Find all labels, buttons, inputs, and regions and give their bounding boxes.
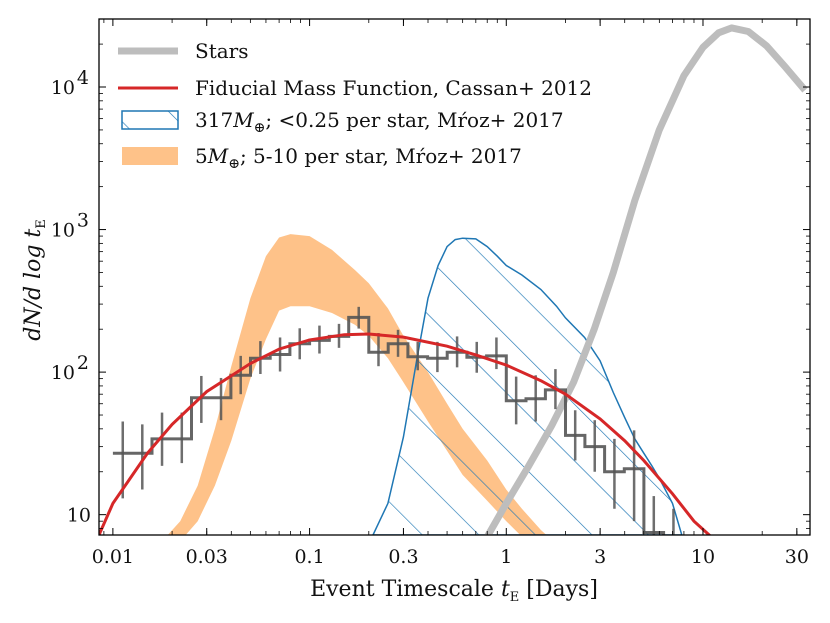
y-tick-label: 10 <box>51 362 75 384</box>
y-axis-title: dN/d log tE <box>21 219 49 341</box>
x-tick-label: 30 <box>785 546 809 568</box>
x-tick-label: 0.1 <box>294 546 324 568</box>
x-tick-label: 0.01 <box>92 546 134 568</box>
y-tick-label: 10 <box>67 505 91 527</box>
y-tick-exponent: 3 <box>77 210 89 232</box>
x-tick-label: 0.3 <box>388 546 418 568</box>
y-tick-label: 10 <box>51 220 75 242</box>
stars-line <box>484 24 808 535</box>
plot-frame <box>98 18 811 536</box>
band-5-earth-mass <box>167 234 547 535</box>
legend-label: Stars <box>195 39 249 63</box>
y-tick-exponent: 2 <box>77 352 89 374</box>
hatched-317-earth-mass <box>372 237 683 535</box>
x-tick-label: 3 <box>594 546 606 568</box>
x-tick-label: 1 <box>500 546 512 568</box>
fiducial-mass-function-line <box>99 332 712 535</box>
x-tick-label: 0.03 <box>186 546 228 568</box>
legend-label: 317M⊕; <0.25 per star, Mŕoz+ 2017 <box>195 108 564 136</box>
legend-swatch <box>122 147 178 165</box>
legend-label: Fiducial Mass Function, Cassan+ 2012 <box>195 76 592 100</box>
y-tick-label: 10 <box>51 77 75 99</box>
legend-label: 5M⊕; 5-10 per star, Mŕoz+ 2017 <box>195 144 522 172</box>
legend-swatch <box>121 110 179 130</box>
x-tick-label: 10 <box>691 546 715 568</box>
y-tick-exponent: 4 <box>77 67 89 89</box>
x-axis-title: Event Timescale tE [Days] <box>310 577 598 605</box>
